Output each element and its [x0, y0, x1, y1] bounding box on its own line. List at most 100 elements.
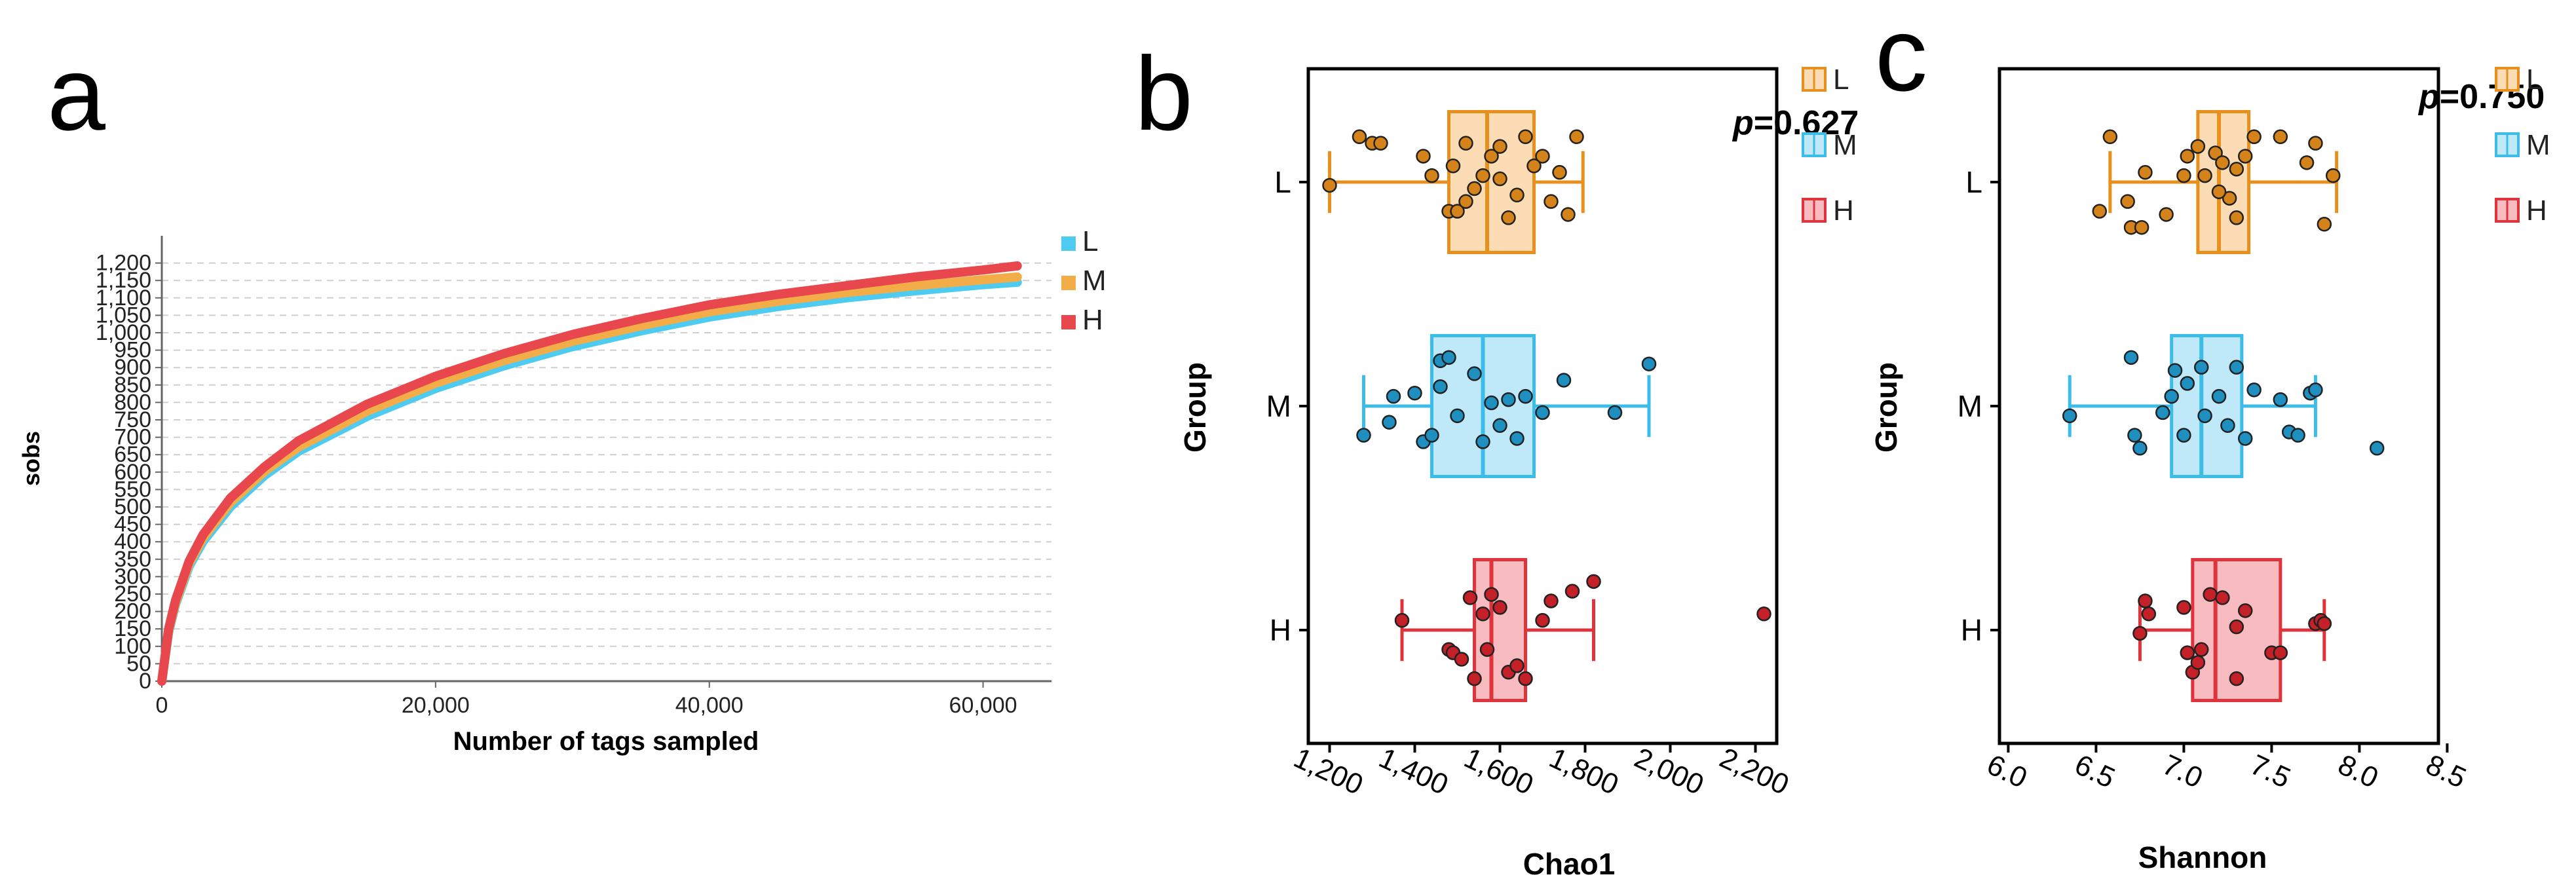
b-data-point-M: [1641, 356, 1657, 371]
c-data-point-M: [2062, 408, 2077, 424]
c-data-point-H: [2229, 619, 2245, 635]
c-data-point-M: [2369, 441, 2385, 456]
panel-letter-c: c: [1875, 0, 1927, 113]
a-x-ticks: 0 20,000 40,000 60,000: [156, 681, 1017, 718]
b-data-point-M: [1433, 379, 1448, 394]
b-box-H: [1473, 558, 1527, 702]
b-data-point-L: [1492, 171, 1507, 187]
a-legend-swatch-L: [1061, 236, 1076, 251]
c-data-point-M: [2229, 360, 2245, 375]
c-data-point-L: [2197, 168, 2212, 183]
c-data-point-L: [2246, 129, 2262, 145]
c-data-point-M: [2127, 428, 2142, 443]
c-data-point-M: [2164, 388, 2179, 404]
b-data-point-M: [1535, 405, 1550, 420]
c-data-point-L: [2159, 207, 2174, 222]
b-data-point-H: [1492, 600, 1507, 615]
b-data-point-M: [1450, 408, 1465, 424]
b-y-tick-label-L: L: [1274, 165, 1291, 199]
b-data-point-M: [1607, 405, 1623, 420]
c-data-point-M: [2123, 350, 2139, 365]
a-y-tick-label: 700: [114, 425, 151, 450]
c-y-axis-label: Group: [1869, 362, 1903, 453]
b-box-L: [1447, 110, 1536, 254]
c-legend-label-H: H: [2526, 195, 2547, 227]
a-y-tick-label: 100: [114, 634, 151, 659]
c-data-point-L: [2176, 168, 2191, 183]
c-data-point-M: [2132, 441, 2148, 456]
c-data-point-M: [2155, 405, 2170, 420]
b-data-point-L: [1458, 136, 1473, 151]
b-x-axis-label: Chao1: [1523, 847, 1616, 881]
b-data-point-L: [1552, 164, 1567, 180]
a-x-axis-label: Number of tags sampled: [453, 727, 759, 756]
b-data-point-M: [1382, 415, 1397, 430]
b-data-point-M: [1484, 395, 1499, 411]
a-y-tick-label: 650: [114, 442, 151, 467]
c-x-tick-label: 7.5: [2245, 749, 2295, 794]
b-p-symbol: p: [1732, 104, 1754, 142]
b-data-point-H: [1544, 593, 1559, 608]
c-p-symbol: p: [2417, 78, 2440, 116]
c-x-tick-label: 7.0: [2157, 749, 2207, 794]
c-data-point-L: [2180, 149, 2195, 164]
c-legend-label-M: M: [2526, 129, 2550, 161]
b-data-point-L: [1484, 149, 1499, 164]
panel-letter-a: a: [47, 35, 105, 152]
b-data-point-L: [1424, 168, 1439, 183]
b-data-point-H: [1484, 587, 1499, 602]
a-y-tick-label: 450: [114, 512, 151, 537]
a-series: [157, 261, 1022, 686]
c-x-tick-label: 8.5: [2421, 749, 2471, 794]
b-data-point-L: [1509, 187, 1525, 203]
panel-letter-b: b: [1135, 35, 1193, 152]
c-data-point-H: [2190, 655, 2206, 670]
c-x-tick-label: 8.0: [2333, 749, 2383, 794]
a-y-tick-label: 200: [114, 599, 151, 624]
a-x-tick-label: 20,000: [402, 693, 470, 718]
b-data-point-H: [1518, 671, 1533, 686]
a-y-tick-label: 0: [139, 669, 151, 694]
c-legend: L M H: [2495, 64, 2550, 227]
c-data-point-M: [2308, 383, 2323, 398]
c-data-point-M: [2167, 363, 2183, 378]
b-legend: L M H: [1802, 64, 1857, 227]
b-data-point-L: [1352, 129, 1367, 145]
c-data-point-L: [2317, 217, 2332, 232]
a-legend-swatch-M: [1061, 276, 1076, 290]
a-y-tick-label: 1,050: [96, 303, 151, 327]
c-data-point-L: [2102, 129, 2118, 145]
c-data-point-L: [2229, 161, 2245, 177]
b-data-point-L: [1544, 194, 1559, 209]
b-data-point-L: [1526, 159, 1542, 174]
a-y-tick-label: 800: [114, 390, 151, 415]
a-y-tick-label: 950: [114, 338, 151, 363]
a-y-tick-label: 150: [114, 616, 151, 641]
a-y-tick-label: 600: [114, 460, 151, 485]
b-data-point-H: [1475, 607, 1490, 622]
c-data-point-H: [2138, 593, 2153, 608]
a-legend-label-L: L: [1082, 225, 1098, 257]
c-data-point-M: [2197, 408, 2212, 424]
c-data-point-H: [2237, 603, 2253, 618]
c-data-point-L: [2325, 168, 2341, 183]
c-y-tick-label-H: H: [1961, 613, 1982, 647]
b-data-point-H: [1564, 584, 1580, 599]
a-y-tick-label: 850: [114, 373, 151, 398]
c-data-point-H: [2203, 587, 2218, 602]
a-y-tick-label: 1,000: [96, 320, 151, 345]
c-data-point-M: [2290, 428, 2305, 443]
a-y-tick-label: 350: [114, 547, 151, 572]
c-plot-body: L M H 6.0 6.5 7.0 7.5 8.0 8.5: [1958, 67, 2471, 794]
b-data-point-M: [1492, 418, 1507, 433]
b-data-point-H: [1535, 612, 1550, 628]
c-data-point-M: [2176, 428, 2191, 443]
a-legend-swatch-H: [1061, 315, 1076, 329]
a-y-tick-label: 300: [114, 564, 151, 589]
c-data-point-H: [2273, 645, 2288, 660]
b-data-point-L: [1501, 210, 1516, 225]
b-y-axis-label: Group: [1178, 362, 1212, 453]
b-y-tick-label-M: M: [1266, 389, 1291, 423]
b-data-point-L: [1445, 159, 1461, 174]
c-data-point-H: [2317, 616, 2332, 631]
